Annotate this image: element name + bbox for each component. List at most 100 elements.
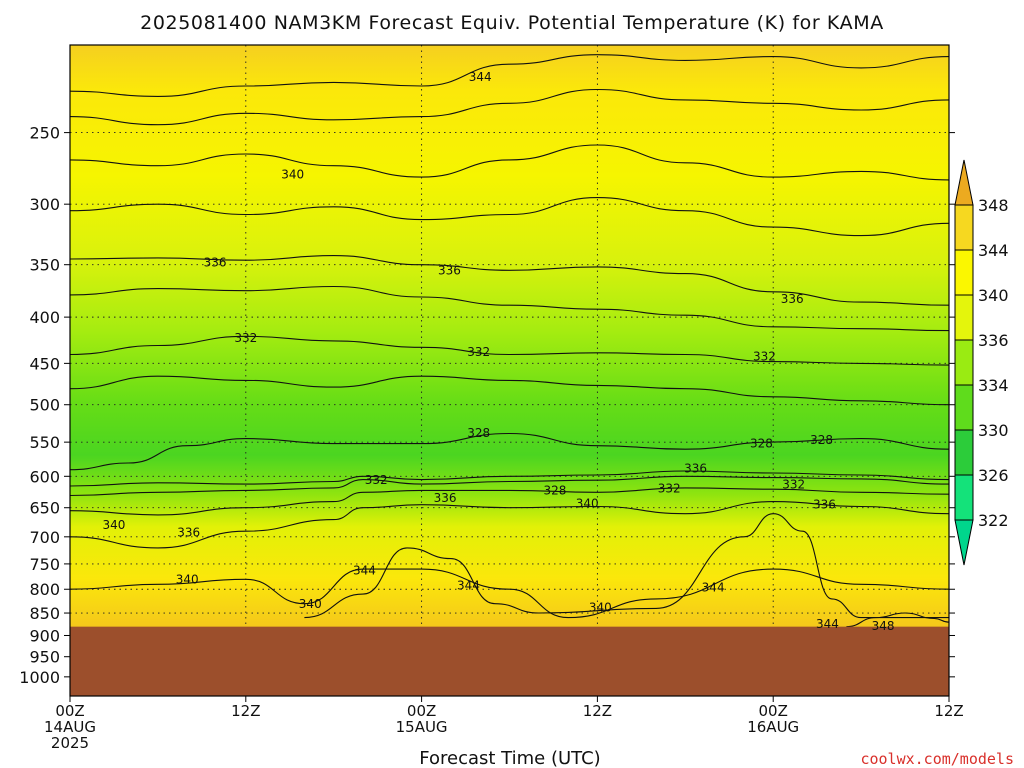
colorbar-tick-label: 336 <box>978 331 1009 350</box>
contour-label: 336 <box>177 525 200 539</box>
contour-344 <box>70 54 949 97</box>
x-tick-label: 15AUG <box>396 718 448 736</box>
contour-lines <box>70 54 949 628</box>
contour-332 <box>70 475 949 497</box>
contour-label: 348 <box>872 619 895 633</box>
chart-title: 2025081400 NAM3KM Forecast Equiv. Potent… <box>140 12 884 34</box>
x-tick-label: 12Z <box>583 702 612 720</box>
contour-label: 332 <box>467 345 490 359</box>
contour-332 <box>70 335 949 366</box>
contour-336 <box>70 255 949 306</box>
y-tick-label: 800 <box>29 580 60 599</box>
colorbar-tick-label: 334 <box>978 376 1009 395</box>
contour-label: 336 <box>434 491 457 505</box>
contour-label: 332 <box>658 482 681 496</box>
contour-label: 332 <box>234 331 257 345</box>
theta-e-field <box>70 45 949 696</box>
y-tick-label: 1000 <box>19 668 60 687</box>
y-tick-label: 700 <box>29 528 60 547</box>
contour-334 <box>70 285 949 332</box>
y-tick-label: 900 <box>29 626 60 645</box>
contour-344 <box>304 513 949 619</box>
x-tick-label: 12Z <box>231 702 260 720</box>
colorbar-tick-label: 322 <box>978 511 1009 530</box>
contour-338 <box>70 197 949 237</box>
y-tick-label: 600 <box>29 467 60 486</box>
contour-label: 340 <box>589 600 612 614</box>
colorbar-segment <box>954 204 974 251</box>
contour-label: 328 <box>750 437 773 451</box>
contour-label: 328 <box>467 426 490 440</box>
y-tick-label: 950 <box>29 648 60 667</box>
x-tick-label: 00Z <box>55 702 84 720</box>
contour-label: 340 <box>102 518 125 532</box>
colorbar-tick-label: 348 <box>978 196 1009 215</box>
colorbar-segment <box>954 249 974 296</box>
contour-label: 336 <box>438 263 461 277</box>
contour-label: 328 <box>543 483 566 497</box>
x-axis-label: Forecast Time (UTC) <box>419 748 600 768</box>
contour-label: 344 <box>469 70 492 84</box>
contour-label: 344 <box>702 580 725 594</box>
colorbar-segment <box>954 429 974 476</box>
colorbar: 348 344 340 336 334 330 326 322 <box>954 159 1009 566</box>
colorbar-tick-label: 330 <box>978 421 1009 440</box>
y-axis-ticks: 250 300 350 400 450 500 550 600 650 700 750 800 850 9… <box>19 124 955 687</box>
colorbar-tick-label: 344 <box>978 241 1009 260</box>
x-tick-label: 14AUG <box>44 718 96 736</box>
contour-348 <box>846 612 949 628</box>
x-tick-label: 16AUG <box>747 718 799 736</box>
y-tick-label: 400 <box>29 308 60 327</box>
y-tick-label: 250 <box>29 124 60 143</box>
contour-label: 336 <box>684 461 707 475</box>
contour-336 <box>70 487 949 516</box>
contour-label: 332 <box>782 478 805 492</box>
colorbar-segment <box>954 339 974 386</box>
contour-label: 344 <box>353 564 376 578</box>
contour-label: 344 <box>816 617 839 631</box>
plot-frame <box>69 44 950 697</box>
contour-342 <box>70 88 949 126</box>
colorbar-segment <box>954 294 974 341</box>
contour-330 <box>70 470 949 487</box>
x-tick-label: 00Z <box>407 702 436 720</box>
y-tick-label: 350 <box>29 256 60 275</box>
y-tick-label: 650 <box>29 499 60 518</box>
contour-340 <box>70 568 949 619</box>
colorbar-tick-label: 326 <box>978 466 1009 485</box>
credit-text: coolwx.com/models <box>860 750 1014 768</box>
terrain-mask <box>70 626 949 696</box>
y-tick-label: 750 <box>29 555 60 574</box>
contour-label: 336 <box>781 292 804 306</box>
contour-label: 332 <box>365 473 388 487</box>
contour-330 <box>70 375 949 406</box>
colorbar-over-triangle <box>954 159 974 206</box>
contour-label: 340 <box>299 597 322 611</box>
contour-label: 344 <box>457 578 480 592</box>
y-tick-label: 300 <box>29 195 60 214</box>
contour-label: 340 <box>281 167 304 181</box>
contour-340 <box>70 501 949 549</box>
colorbar-segment <box>954 384 974 431</box>
y-tick-label: 850 <box>29 604 60 623</box>
contour-label: 340 <box>576 496 599 510</box>
contour-340 <box>70 144 949 181</box>
colorbar-segment <box>954 474 974 521</box>
colorbar-tick-label: 340 <box>978 286 1009 305</box>
contour-328 <box>70 432 949 471</box>
contour-label: 336 <box>813 498 836 512</box>
y-tick-label: 500 <box>29 396 60 415</box>
y-tick-label: 550 <box>29 433 60 452</box>
x-tick-label: 00Z <box>759 702 788 720</box>
contour-label: 340 <box>176 572 199 586</box>
x-tick-label: 12Z <box>934 702 963 720</box>
contour-label: 332 <box>753 349 776 363</box>
contour-label: 336 <box>204 255 227 269</box>
colorbar-under-triangle <box>954 519 974 566</box>
contour-label: 328 <box>810 433 833 447</box>
y-tick-label: 450 <box>29 354 60 373</box>
